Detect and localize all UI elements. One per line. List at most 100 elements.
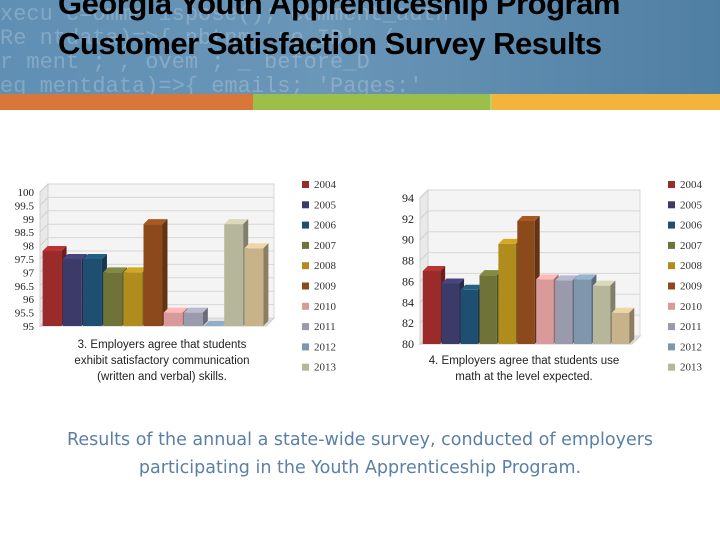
y-tick-label: 96 <box>23 294 35 306</box>
legend-swatch <box>668 323 675 331</box>
legend-label: 2004 <box>680 179 703 191</box>
legend-item: 2010 <box>668 301 703 313</box>
accent-bar <box>0 94 720 110</box>
legend-swatch <box>302 262 309 270</box>
code-line: r ment ; , ovem ; _ before_D <box>0 50 370 75</box>
bar-unlabeled <box>611 307 635 344</box>
legend-item: 2004 <box>668 179 703 191</box>
legend-swatch <box>302 323 309 331</box>
legend-swatch <box>302 241 309 249</box>
bars <box>42 219 269 326</box>
legend-label: 2010 <box>314 301 337 313</box>
legend-label: 2008 <box>314 260 337 272</box>
y-tick-label: 84 <box>402 295 414 309</box>
y-tick-label: 90 <box>402 233 414 247</box>
legend-label: 2011 <box>680 321 702 333</box>
caption-line: 3. Employers agree that students <box>77 339 247 351</box>
chart-caption-math: 4. Employers agree that students use mat… <box>410 353 638 385</box>
y-tick-label: 98 <box>23 241 35 253</box>
y-tick-label: 99 <box>23 214 35 226</box>
legend-label: 2005 <box>314 199 337 211</box>
code-line: Re ntdata)=>{ nbtnm, re_ID', ( <box>0 26 396 51</box>
legend-swatch <box>302 201 309 209</box>
legend-label: 2004 <box>314 179 337 191</box>
y-tick-label: 95.5 <box>15 308 35 320</box>
slide-title: Georgia Youth Apprenticeship Program Cus… <box>58 0 620 61</box>
legend-swatch <box>668 181 675 188</box>
legend-label: 2006 <box>314 220 337 232</box>
legend-item: 2013 <box>668 362 703 374</box>
gridline <box>419 231 429 241</box>
y-tick-label: 97 <box>23 267 35 279</box>
chart-communication-skills: 10099.59998.59897.59796.59695.5952004200… <box>15 179 337 374</box>
legend-swatch <box>668 302 675 310</box>
y-tick-label: 92 <box>402 212 414 226</box>
legend-swatch <box>302 282 309 290</box>
slide-footnote: Results of the annual a state-wide surve… <box>66 430 654 478</box>
accent-segment-yellow <box>492 94 720 110</box>
y-tick-label: 94 <box>402 191 414 205</box>
legend-swatch <box>668 262 675 270</box>
gridline <box>39 210 49 220</box>
y-tick-label: 99.5 <box>15 200 35 212</box>
legend-label: 2011 <box>314 321 336 333</box>
legend-label: 2007 <box>314 240 337 252</box>
legend-item: 2005 <box>302 199 337 211</box>
legend-label: 2012 <box>680 341 702 353</box>
code-line: xecu c=omme ispose(); comment_auth <box>0 2 449 27</box>
legend-item: 2007 <box>668 240 703 252</box>
gridline <box>39 237 49 246</box>
slide-header: xecu c=omme ispose(); comment_auth Re nt… <box>0 0 720 110</box>
legend: 2004 2005 2006 2007 2008 2009 2010 2011 2012 2013 <box>302 179 337 374</box>
legend-swatch <box>302 181 309 188</box>
caption-line: math at the level expected. <box>455 371 593 383</box>
legend-label: 2010 <box>680 301 703 313</box>
legend-swatch <box>302 363 309 371</box>
legend: 2004 2005 2006 2007 2008 2009 2010 2011 2012 2013 <box>668 179 703 374</box>
legend-item: 2009 <box>668 281 703 293</box>
legend-item: 2009 <box>302 281 337 293</box>
accent-segment-lightgreen <box>490 94 492 110</box>
legend-swatch <box>302 343 309 351</box>
legend-swatch <box>668 282 675 290</box>
bar-2009 <box>143 219 168 326</box>
legend-item: 2008 <box>668 260 703 272</box>
legend-item: 2010 <box>302 301 337 313</box>
legend-item: 2013 <box>302 362 337 374</box>
y-tick-label: 98.5 <box>15 227 35 239</box>
accent-segment-green <box>253 94 490 110</box>
bars <box>422 215 635 344</box>
legend-label: 2012 <box>314 341 336 353</box>
caption-line: 4. Employers agree that students use <box>428 355 620 367</box>
legend-item: 2012 <box>302 341 336 353</box>
gridline <box>419 252 429 261</box>
y-tick-label: 80 <box>402 337 414 351</box>
legend-label: 2005 <box>680 199 703 211</box>
legend-item: 2007 <box>302 240 337 252</box>
legend-label: 2007 <box>680 240 703 252</box>
y-tick-label: 97.5 <box>15 254 35 266</box>
chart-math-level: 94 92 90 88 86 84 82 80 2004 2005 2006 2007 2008 2009… <box>402 179 703 374</box>
accent-segment-orange <box>0 94 253 110</box>
legend-swatch <box>302 221 309 229</box>
legend-label: 2013 <box>680 362 703 374</box>
legend-label: 2013 <box>314 362 337 374</box>
caption-line: (written and verbal) skills. <box>97 371 227 383</box>
chart-caption-communication: 3. Employers agree that students exhibit… <box>52 337 272 385</box>
legend-swatch <box>668 363 675 371</box>
y-tick-label: 82 <box>402 316 414 330</box>
gridline <box>39 183 49 193</box>
legend-item: 2011 <box>302 321 336 333</box>
y-tick-label: 96.5 <box>15 281 35 293</box>
gridline <box>419 189 429 199</box>
legend-swatch <box>668 343 675 351</box>
legend-label: 2009 <box>314 281 337 293</box>
y-tick-label: 88 <box>402 254 414 268</box>
legend-label: 2008 <box>680 260 703 272</box>
legend-swatch <box>668 221 675 229</box>
legend-item: 2006 <box>668 220 703 232</box>
legend-item: 2006 <box>302 220 337 232</box>
y-tick-label: 95 <box>23 321 35 333</box>
legend-swatch <box>668 241 675 249</box>
legend-swatch <box>668 201 675 209</box>
